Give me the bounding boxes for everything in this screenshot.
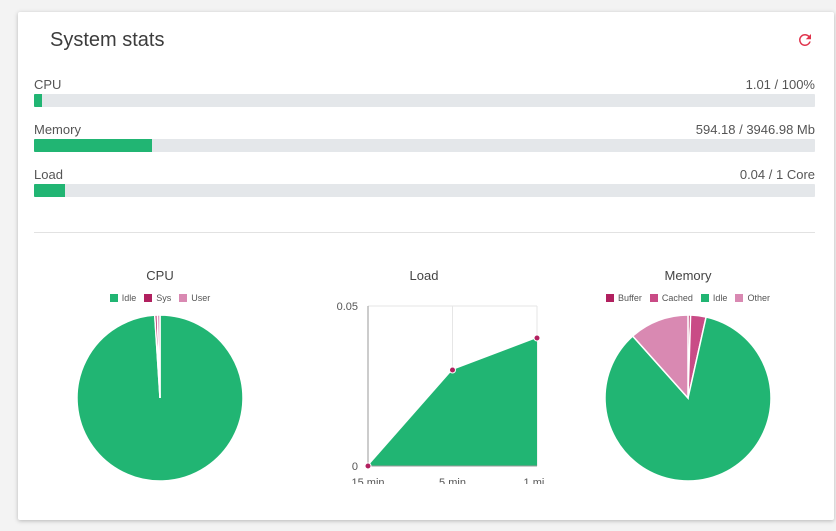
stat-memory-value: 594.18 / 3946.98 Mb <box>695 122 815 137</box>
load-y-tick-label: 0 <box>352 461 358 473</box>
memory-legend-item[interactable]: Idle <box>700 293 728 303</box>
cpu-slice-user[interactable] <box>156 314 161 399</box>
load-area <box>368 338 537 466</box>
memory-legend-label: Cached <box>661 293 693 303</box>
cpu-chart-title: CPU <box>146 268 174 283</box>
load-chart-title: Load <box>409 268 439 283</box>
stat-load-label: Load <box>34 167 63 182</box>
memory-slice-other[interactable] <box>631 314 689 400</box>
load-area-chart: 0 0.05 15 min 5 min 1 min <box>337 301 544 484</box>
load-x-tick-label: 5 min <box>439 477 466 484</box>
memory-legend-swatch <box>700 294 709 302</box>
stat-load-value: 0.04 / 1 Core <box>739 167 815 182</box>
memory-legend-swatch <box>735 294 744 302</box>
cpu-pie-chart <box>76 314 244 482</box>
stat-load-bar-fill <box>34 184 66 197</box>
stat-memory-bar-fill <box>34 139 152 152</box>
stat-cpu-bar-fill <box>34 94 42 107</box>
stat-cpu-label: CPU <box>34 77 62 92</box>
cpu-legend-swatch <box>109 294 118 302</box>
cpu-legend-item[interactable]: Sys <box>144 293 171 303</box>
memory-pie-chart <box>604 314 772 482</box>
stat-cpu-bar <box>34 94 815 107</box>
cpu-legend-swatch <box>144 294 153 302</box>
cpu-chart-legend: Idle Sys User <box>40 293 280 303</box>
load-x-tick-label: 1 min <box>524 477 544 484</box>
load-point[interactable] <box>449 366 456 374</box>
refresh-icon[interactable] <box>796 31 814 49</box>
load-x-tick-label: 15 min <box>351 477 384 484</box>
memory-chart-title: Memory <box>664 268 712 283</box>
memory-legend-item[interactable]: Buffer <box>606 293 642 303</box>
cpu-legend-item[interactable]: User <box>179 293 210 303</box>
cpu-legend-swatch <box>179 294 188 302</box>
cpu-legend-label: Sys <box>156 293 172 303</box>
memory-legend-item[interactable]: Cached <box>649 293 693 303</box>
stat-load-bar <box>34 184 815 197</box>
stat-cpu-value: 1.01 / 100% <box>745 77 815 92</box>
memory-legend-item[interactable]: Other <box>735 293 770 303</box>
divider <box>34 232 815 233</box>
memory-legend-label: Idle <box>712 293 728 303</box>
memory-chart-legend: Buffer Cached Idle Other <box>568 293 808 303</box>
cpu-legend-label: Idle <box>121 293 137 303</box>
cpu-legend-item[interactable]: Idle <box>109 293 137 303</box>
memory-legend-label: Buffer <box>618 293 642 303</box>
memory-legend-swatch <box>606 294 615 302</box>
card-title: System stats <box>50 29 165 51</box>
stat-memory-label: Memory <box>34 122 81 137</box>
load-point[interactable] <box>364 462 372 470</box>
memory-legend-label: Other <box>747 293 770 303</box>
memory-legend-swatch <box>649 294 658 302</box>
stat-memory-bar <box>34 139 815 152</box>
cpu-legend-label: User <box>191 293 211 303</box>
load-y-tick-label: 0.05 <box>337 301 358 313</box>
load-point[interactable] <box>533 334 541 342</box>
system-stats-card: System stats CPU 1.01 / 100% Memory 594.… <box>18 12 834 520</box>
